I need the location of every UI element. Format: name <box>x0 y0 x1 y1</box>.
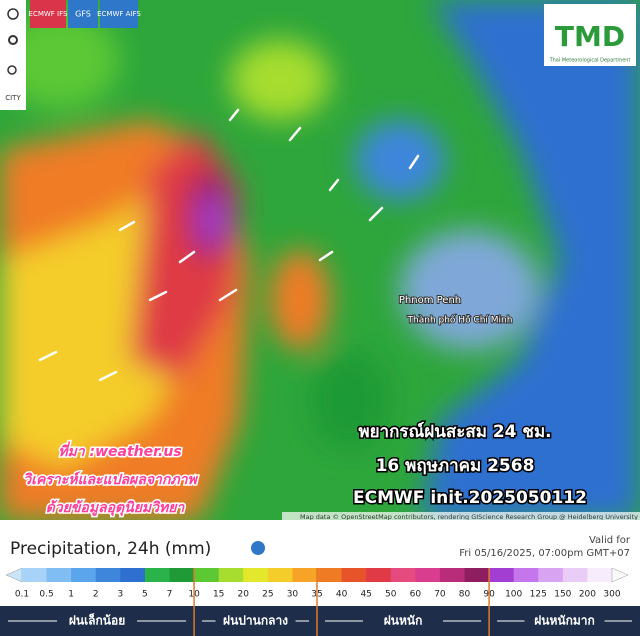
scale-label: 60 <box>410 590 422 600</box>
attribution: Map data © OpenStreetMap contributors, r… <box>300 513 638 521</box>
scale-label: 150 <box>554 590 571 600</box>
scale-swatch <box>464 568 490 582</box>
zoom-button[interactable] <box>7 65 17 75</box>
class-label: ฝนหนักมาก <box>534 614 595 628</box>
model-label[interactable]: ECMWF IFS <box>29 10 68 18</box>
caption-line: ECMWF init.2025050112 <box>353 488 587 508</box>
scale-swatch <box>120 568 146 582</box>
scale-swatch <box>341 568 367 582</box>
scale-label: 100 <box>505 590 522 600</box>
model-button[interactable] <box>68 0 98 28</box>
scale-swatch <box>439 568 465 582</box>
scale-swatch <box>95 568 121 582</box>
scale-swatch <box>489 568 515 582</box>
scale-label: 0.1 <box>15 590 29 600</box>
scale-swatch <box>317 568 343 582</box>
map: Phnom Penh Thành phố Hồ Chí Minh พยากรณ์… <box>0 0 640 521</box>
scale-label: 2 <box>93 590 99 600</box>
refresh-button[interactable] <box>7 8 19 20</box>
scale-swatch <box>366 568 392 582</box>
scale-label: 45 <box>360 590 371 600</box>
model-button[interactable] <box>30 0 66 28</box>
scale-swatch <box>538 568 564 582</box>
scale-label: 15 <box>213 590 224 600</box>
scale-label: 70 <box>434 590 446 600</box>
scale-swatch <box>71 568 97 582</box>
scale-label: 1 <box>68 590 74 600</box>
scale-swatch <box>194 568 220 582</box>
scale-swatch <box>562 568 588 582</box>
scale-swatch <box>243 568 269 582</box>
caption-line: พยากรณ์ฝนสะสม 24 ชม. <box>358 421 551 442</box>
legend-title: Precipitation, 24h (mm) <box>10 539 211 559</box>
class-label: ฝนหนัก <box>384 614 423 628</box>
scale-swatch <box>144 568 170 582</box>
scale-label: 5 <box>142 590 148 600</box>
scale-swatch <box>587 568 613 582</box>
model-label[interactable]: GFS <box>75 10 91 19</box>
logo-subtitle: Thai Meteorological Department <box>549 58 631 64</box>
scale-swatch <box>169 568 195 582</box>
scale-label: 125 <box>530 590 547 600</box>
scale-swatch <box>46 568 72 582</box>
valid-time: Fri 05/16/2025, 07:00pm GMT+07 <box>459 548 630 559</box>
caption-line: 16 พฤษภาคม 2568 <box>376 456 535 476</box>
class-label-bg <box>57 612 138 630</box>
scale-label: 200 <box>579 590 596 600</box>
scale-swatch <box>513 568 539 582</box>
place-label: Thành phố Hồ Chí Minh <box>407 315 513 326</box>
source-line: ด้วยข้อมูลอุตุนิยมวิทยา <box>46 500 186 516</box>
scale-label: 50 <box>385 590 397 600</box>
city-toggle[interactable]: CITY <box>5 94 21 102</box>
scale-swatch <box>22 568 48 582</box>
model-button[interactable] <box>100 0 138 28</box>
logo: TMD Thai Meteorological Department <box>544 4 636 66</box>
class-label-bg <box>215 612 296 630</box>
class-label: ฝนปานกลาง <box>223 614 288 628</box>
scale-arrow <box>611 567 629 583</box>
scale-label: 7 <box>167 590 173 600</box>
scale-swatch <box>292 568 318 582</box>
model-label[interactable]: ECMWF AIFS <box>97 10 141 18</box>
scale-label: 3 <box>117 590 123 600</box>
logo-title: TMD <box>555 20 625 53</box>
class-label-bg <box>363 612 444 630</box>
class-label-bg <box>524 612 605 630</box>
locate-button[interactable] <box>8 35 18 45</box>
scale-swatch <box>218 568 244 582</box>
class-label: ฝนเล็กน้อย <box>69 613 125 628</box>
source-line: วิเคราะห์และแปลผลจากภาพ <box>23 471 198 488</box>
scale-label: 300 <box>603 590 620 600</box>
scale-label: 20 <box>238 590 250 600</box>
scale-label: 25 <box>262 590 273 600</box>
scale-label: 0.5 <box>39 590 53 600</box>
info-button[interactable] <box>251 541 265 555</box>
legend: Precipitation, 24h (mm) Valid for Fri 05… <box>0 520 640 636</box>
scale-swatch <box>390 568 416 582</box>
scale-swatch <box>267 568 293 582</box>
scale-label: 80 <box>459 590 471 600</box>
scale-swatch <box>415 568 441 582</box>
place-label: Phnom Penh <box>399 295 461 306</box>
source-line: ที่มา :weather.us <box>58 441 181 460</box>
valid-label: Valid for <box>589 535 631 546</box>
toolbar: CITY ECMWF IFS GFS ECMWF AIFS <box>0 0 141 110</box>
scale-label: 30 <box>287 590 299 600</box>
scale-label: 40 <box>336 590 348 600</box>
